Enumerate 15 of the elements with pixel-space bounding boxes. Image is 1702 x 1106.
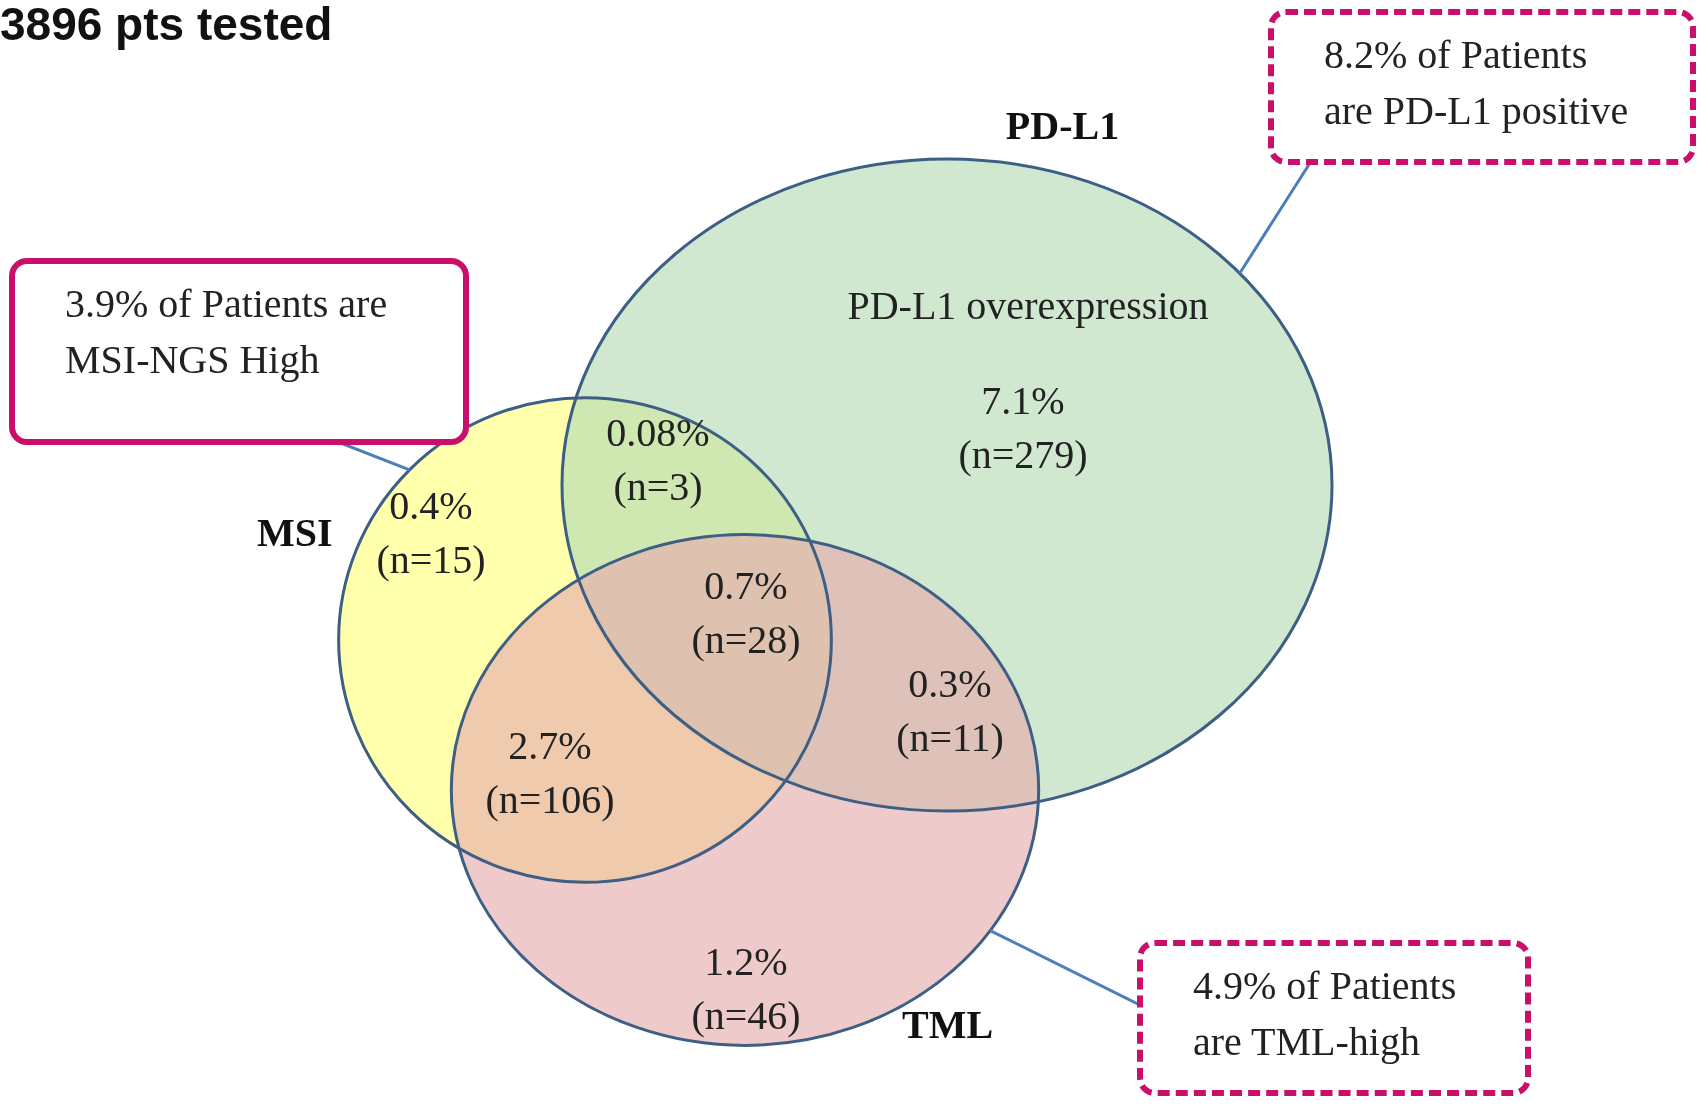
category-label: TML bbox=[902, 1001, 994, 1047]
text: 1.2% (n=46) bbox=[691, 938, 801, 1038]
text: 0.3% (n=11) bbox=[896, 660, 1004, 760]
text: 0.4% (n=15) bbox=[376, 482, 486, 582]
data-label: 4.9% of Patients are TML-high bbox=[1137, 940, 1531, 1096]
category-label: PD-L1 bbox=[1005, 103, 1120, 149]
text: 7.1% (n=279) bbox=[958, 377, 1088, 477]
text: 3896 pts tested bbox=[0, 0, 333, 51]
text: 2.7% (n=106) bbox=[485, 722, 615, 822]
text: 0.7% (n=28) bbox=[691, 562, 801, 662]
category-label: MSI bbox=[257, 510, 333, 556]
data-label: 8.2% of Patients are PD-L1 positive bbox=[1268, 9, 1696, 165]
text: PD-L1 overexpression bbox=[847, 282, 1209, 328]
data-label: 3.9% of Patients are MSI-NGS High bbox=[9, 258, 469, 445]
text: 0.08% (n=3) bbox=[606, 409, 710, 509]
